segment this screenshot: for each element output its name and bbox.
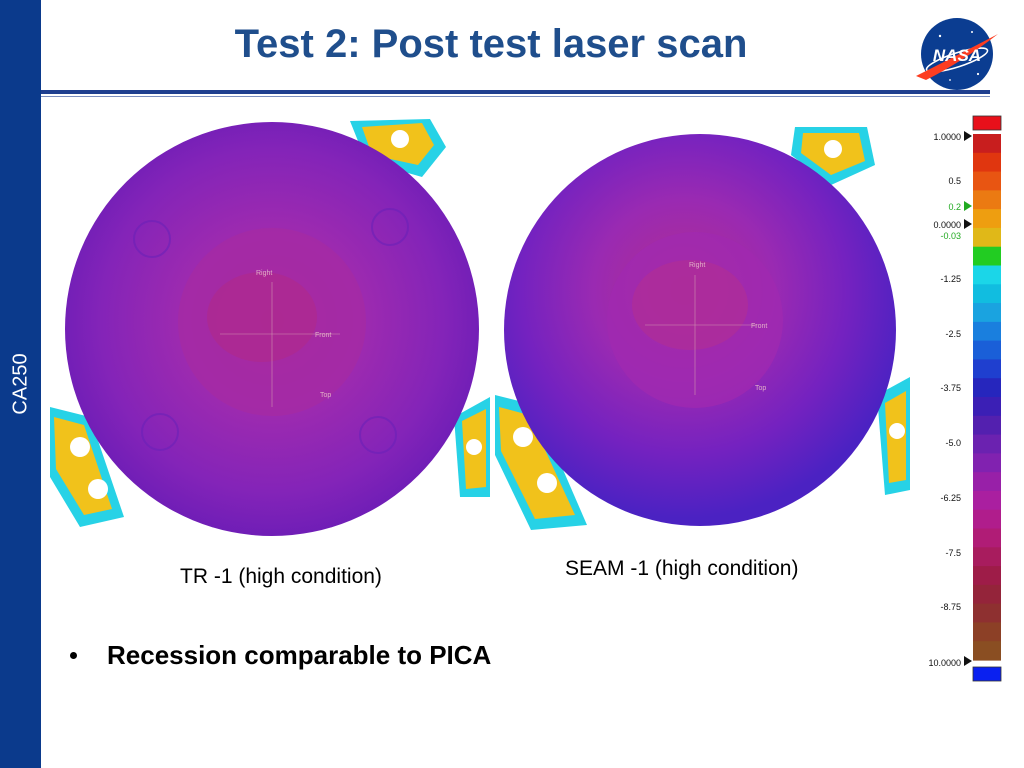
color-scale-legend: 1.0000 0.5 0.2 0.0000-0.03 -1.25 -2.5 -3.75 -5.… bbox=[928, 115, 1002, 682]
color-scale-markers bbox=[964, 131, 972, 666]
scale-band bbox=[973, 171, 1001, 191]
scale-label: -8.75 bbox=[940, 602, 961, 612]
scale-label: -6.25 bbox=[940, 493, 961, 503]
bullet-item: Recession comparable to PICA bbox=[70, 640, 491, 671]
scale-label: -3.75 bbox=[940, 383, 961, 393]
scale-band bbox=[973, 152, 1001, 173]
slide-title: Test 2: Post test laser scan bbox=[234, 22, 748, 66]
scale-band bbox=[973, 284, 1001, 304]
scale-band bbox=[973, 190, 1001, 210]
scale-band bbox=[973, 340, 1001, 361]
scale-band bbox=[973, 528, 1001, 548]
scan-image-seam1: Right Front Top bbox=[495, 127, 910, 530]
nasa-logo: NASA bbox=[916, 18, 998, 90]
scale-band bbox=[973, 603, 1001, 624]
scale-marker-icon bbox=[964, 131, 972, 141]
title-divider bbox=[41, 90, 990, 94]
scale-band bbox=[973, 134, 1001, 154]
scale-label: -2.5 bbox=[945, 329, 961, 339]
scan-image-tr1: Right Front Top bbox=[50, 119, 490, 536]
color-scale-bands bbox=[972, 115, 1002, 682]
sidebar-label: CA250 bbox=[9, 353, 32, 415]
scale-band bbox=[973, 415, 1001, 436]
scale-label: 1.0000 bbox=[933, 132, 961, 142]
scan-label-front: Front bbox=[315, 332, 331, 339]
bullet-icon bbox=[70, 652, 77, 659]
scale-band bbox=[973, 472, 1001, 492]
scan-label-right: Right bbox=[256, 270, 272, 277]
scan-label-top: Top bbox=[755, 385, 766, 392]
scale-band bbox=[973, 303, 1001, 323]
scan-label-top: Top bbox=[320, 392, 331, 399]
bullet-text: Recession comparable to PICA bbox=[107, 640, 492, 670]
scale-band bbox=[973, 378, 1001, 398]
scale-band bbox=[973, 547, 1001, 567]
scale-marker-icon bbox=[964, 219, 972, 229]
scale-label: -5.0 bbox=[945, 438, 961, 448]
scan-label-right: Right bbox=[689, 262, 705, 269]
color-scale-labels: 1.0000 0.5 0.2 0.0000-0.03 -1.25 -2.5 -3.75 -5.… bbox=[928, 132, 961, 668]
scale-label: 0.0000 bbox=[933, 220, 961, 230]
title-divider-thin bbox=[41, 96, 990, 97]
scale-label: -1.25 bbox=[940, 274, 961, 284]
scale-band bbox=[973, 584, 1001, 605]
scale-band bbox=[973, 265, 1001, 285]
scale-band bbox=[973, 397, 1001, 417]
scale-band bbox=[973, 246, 1001, 267]
scale-marker-icon bbox=[964, 201, 972, 211]
scale-band bbox=[973, 209, 1001, 229]
scale-label: -0.03 bbox=[940, 231, 961, 241]
caption-seam1: SEAM -1 (high condition) bbox=[565, 557, 799, 580]
scale-band bbox=[973, 321, 1001, 342]
sidebar: CA250 bbox=[0, 0, 41, 768]
scale-band bbox=[973, 227, 1001, 248]
caption-tr1: TR -1 (high condition) bbox=[180, 565, 382, 588]
scale-label: 0.5 bbox=[948, 176, 961, 186]
scale-label: -7.5 bbox=[945, 548, 961, 558]
scale-bottom-swatch bbox=[972, 666, 1002, 682]
scan-label-front: Front bbox=[751, 323, 767, 330]
scale-top-swatch bbox=[972, 115, 1002, 131]
scale-label: 0.2 bbox=[948, 202, 961, 212]
scale-band bbox=[973, 359, 1001, 379]
scale-band bbox=[973, 490, 1001, 511]
scale-band bbox=[973, 641, 1001, 661]
scale-band bbox=[973, 509, 1001, 530]
scale-marker-icon bbox=[964, 656, 972, 666]
scale-label: 10.0000 bbox=[928, 658, 961, 668]
nasa-logo-text: NASA bbox=[933, 46, 981, 65]
scale-band bbox=[973, 453, 1001, 473]
scale-band bbox=[973, 622, 1001, 642]
scale-band bbox=[973, 566, 1001, 586]
scale-band bbox=[973, 434, 1001, 454]
